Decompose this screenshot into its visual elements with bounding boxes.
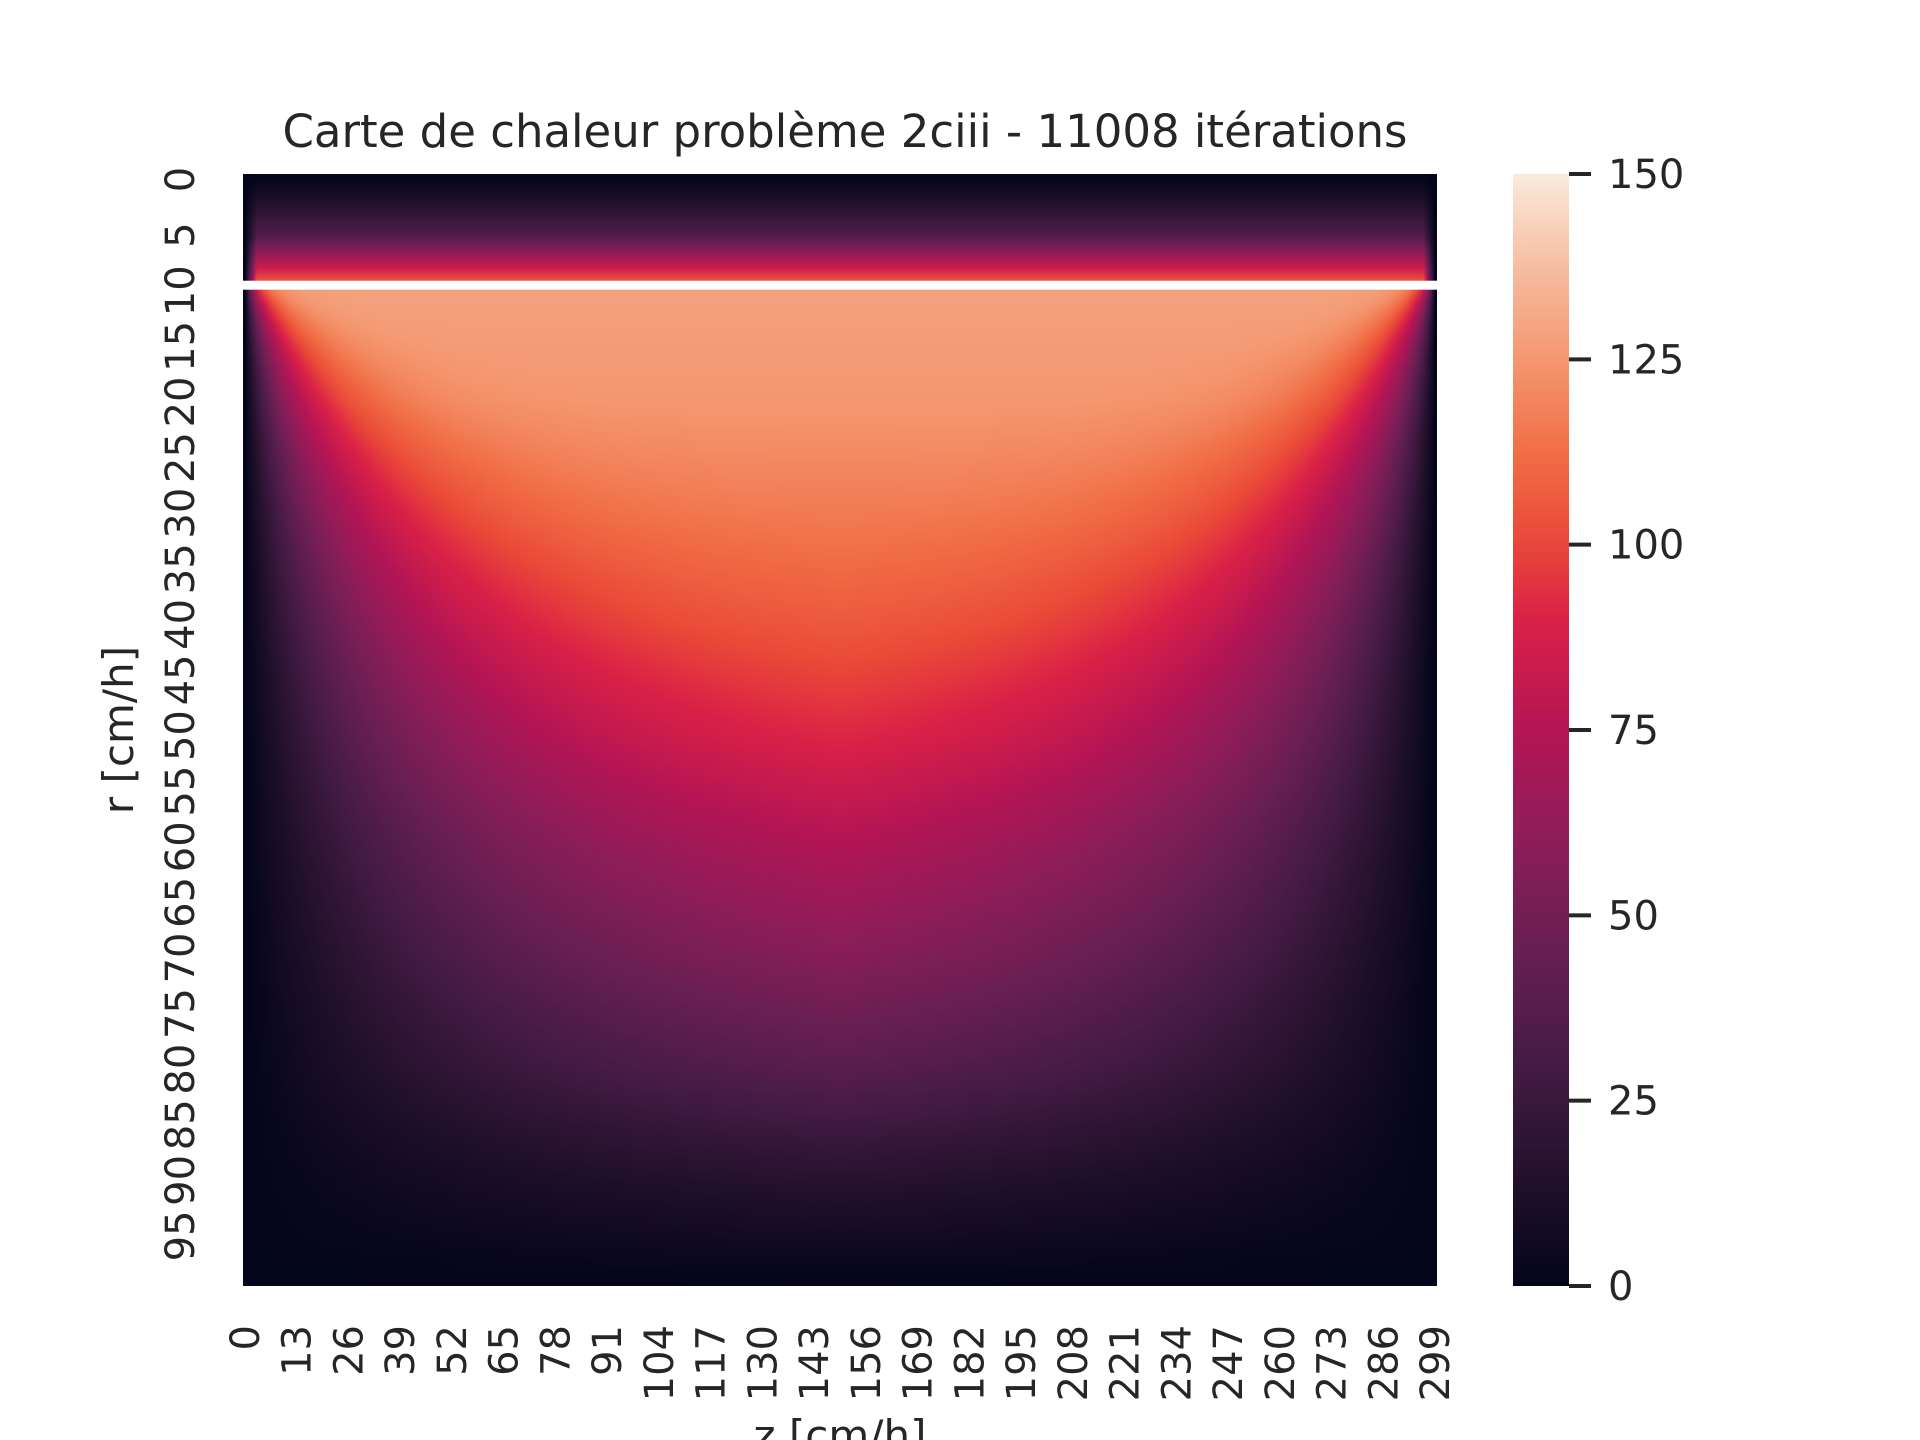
x-tick-label: 221 xyxy=(1103,1325,1149,1401)
colorbar-tick-label: 150 xyxy=(1608,152,1684,198)
y-tick-label: 90 xyxy=(158,1155,204,1206)
x-axis-label: z [cm/h] xyxy=(754,1411,927,1440)
x-tick-label: 130 xyxy=(740,1325,786,1401)
x-tick-label: 26 xyxy=(326,1325,372,1376)
x-tick-label: 260 xyxy=(1258,1325,1304,1401)
colorbar-ticks: 0 25 50 75 100 125 150 xyxy=(1569,152,1684,1310)
x-tick-label: 182 xyxy=(947,1325,993,1401)
y-tick-label: 35 xyxy=(158,543,204,594)
x-tick-label: 78 xyxy=(533,1325,579,1376)
colorbar-tick-label: 25 xyxy=(1608,1079,1659,1125)
x-tick-label: 39 xyxy=(378,1325,424,1376)
chart-title: Carte de chaleur problème 2ciii - 11008 … xyxy=(283,105,1408,158)
x-tick-label: 169 xyxy=(896,1325,942,1401)
y-tick-label: 10 xyxy=(158,265,204,316)
x-tick-label: 195 xyxy=(999,1325,1045,1401)
y-tick-label: 50 xyxy=(158,710,204,761)
x-tick-label: 234 xyxy=(1154,1325,1200,1401)
x-tick-labels: 0 13 26 39 52 65 78 91 104 117 130 143 156 169 182 195 2… xyxy=(223,1325,1459,1401)
heatmap-image xyxy=(243,174,1437,1286)
y-tick-label: 45 xyxy=(158,655,204,706)
y-tick-label: 0 xyxy=(158,167,204,192)
colorbar-tick-label: 0 xyxy=(1608,1264,1633,1310)
x-tick-label: 286 xyxy=(1361,1325,1407,1401)
heatmap-area xyxy=(240,174,1440,1286)
colorbar-tick-label: 75 xyxy=(1608,708,1659,754)
x-tick-label: 156 xyxy=(844,1325,890,1401)
y-tick-label: 85 xyxy=(158,1099,204,1150)
colorbar-tick-label: 100 xyxy=(1608,523,1684,569)
x-tick-label: 104 xyxy=(637,1325,683,1401)
y-tick-label: 95 xyxy=(158,1211,204,1262)
y-tick-label: 40 xyxy=(158,599,204,650)
x-tick-label: 52 xyxy=(430,1325,476,1376)
x-tick-label: 299 xyxy=(1413,1325,1459,1401)
y-tick-label: 75 xyxy=(158,988,204,1039)
x-tick-label: 65 xyxy=(482,1325,528,1376)
highlight-row-line xyxy=(240,280,1440,290)
y-tick-label: 70 xyxy=(158,933,204,984)
colorbar: 0 25 50 75 100 125 150 xyxy=(1513,152,1684,1310)
y-tick-label: 60 xyxy=(158,821,204,872)
y-tick-label: 15 xyxy=(158,321,204,372)
y-tick-label: 5 xyxy=(158,222,204,247)
y-tick-label: 20 xyxy=(158,377,204,428)
colorbar-tick-label: 125 xyxy=(1608,337,1684,383)
y-tick-label: 80 xyxy=(158,1044,204,1095)
y-tick-label: 25 xyxy=(158,432,204,483)
y-tick-label: 55 xyxy=(158,766,204,817)
x-tick-label: 13 xyxy=(275,1325,321,1376)
x-tick-label: 247 xyxy=(1206,1325,1252,1401)
x-tick-label: 0 xyxy=(223,1325,269,1350)
x-tick-label: 91 xyxy=(585,1325,631,1376)
colorbar-tick-label: 50 xyxy=(1608,893,1659,939)
x-tick-label: 273 xyxy=(1310,1325,1356,1401)
x-tick-label: 117 xyxy=(689,1325,735,1401)
x-tick-label: 143 xyxy=(792,1325,838,1401)
colorbar-rect xyxy=(1513,174,1569,1286)
y-tick-label: 65 xyxy=(158,877,204,928)
x-tick-label: 208 xyxy=(1051,1325,1097,1401)
y-tick-label: 30 xyxy=(158,488,204,539)
y-axis-label: r [cm/h] xyxy=(94,646,143,814)
